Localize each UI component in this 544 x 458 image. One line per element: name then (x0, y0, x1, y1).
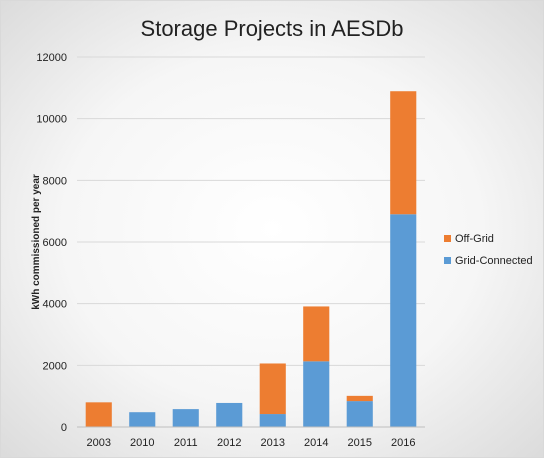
x-tick-label: 2013 (261, 437, 285, 449)
y-tick-label: 12000 (36, 52, 67, 64)
bar-off-grid-2015 (346, 395, 373, 402)
y-tick-label: 8000 (43, 175, 67, 187)
x-tick-label: 2016 (391, 437, 415, 449)
bar-grid-connected-2014 (303, 361, 330, 427)
y-tick-label: 6000 (43, 237, 67, 249)
bar-off-grid-2013 (259, 363, 286, 415)
y-tick-label: 4000 (43, 299, 67, 311)
bar-off-grid-2003 (85, 402, 112, 427)
legend-swatch (444, 257, 451, 264)
legend-swatch (444, 235, 451, 242)
y-tick-label: 0 (61, 422, 67, 434)
chart-title: Storage Projects in AESDb (141, 16, 404, 41)
x-tick-label: 2011 (174, 437, 198, 449)
gridlines (77, 56, 425, 366)
x-tick-label: 2014 (304, 437, 328, 449)
y-axis-label: kWh commissioned per year (31, 174, 42, 310)
bars (85, 91, 417, 427)
bar-grid-connected-2010 (129, 412, 156, 427)
legend-label: Grid-Connected (455, 255, 533, 267)
bar-grid-connected-2016 (390, 214, 417, 427)
bar-grid-connected-2011 (172, 409, 199, 427)
bar-grid-connected-2012 (216, 402, 243, 427)
x-tick-label: 2003 (87, 437, 111, 449)
bar-off-grid-2014 (303, 306, 330, 362)
x-tick-label: 2010 (130, 437, 154, 449)
bar-off-grid-2016 (390, 91, 417, 215)
y-axis-ticks: 0 2000 4000 6000 8000 10000 12000 (36, 52, 67, 434)
x-tick-label: 2012 (217, 437, 241, 449)
bar-grid-connected-2015 (346, 401, 373, 427)
x-tick-label: 2015 (348, 437, 372, 449)
y-tick-label: 2000 (43, 360, 67, 372)
bar-grid-connected-2013 (259, 414, 286, 427)
legend-label: Off-Grid (455, 233, 494, 245)
legend: Off-Grid Grid-Connected (444, 233, 533, 267)
x-axis-ticks: 2003 2010 2011 2012 2013 2014 2015 2016 (87, 437, 416, 449)
y-tick-label: 10000 (36, 114, 67, 126)
